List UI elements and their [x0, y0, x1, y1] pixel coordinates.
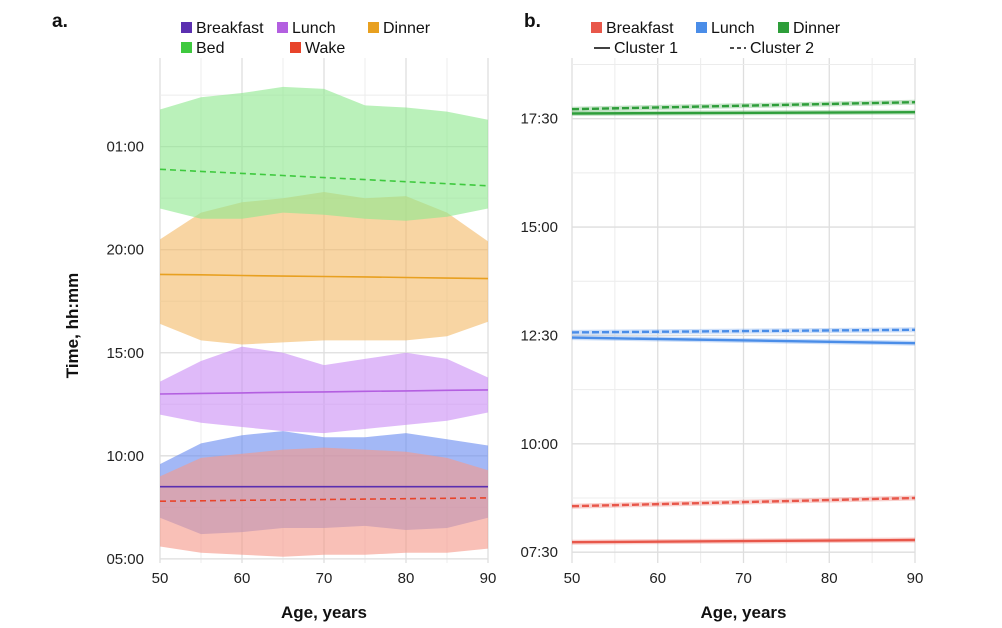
legend-label-cluster-2-b: Cluster 2: [750, 40, 814, 57]
band-dinner-a: [160, 192, 488, 345]
y-tick-label-b: 12:30: [520, 327, 558, 344]
band-lunch-a: [160, 346, 488, 434]
legend-label-breakfast-b: Breakfast: [606, 20, 674, 37]
x-tick-label-b: 70: [735, 570, 752, 587]
panel-label-b: b.: [524, 11, 541, 32]
x-axis-label-b: Age, years: [701, 603, 787, 622]
y-tick-label-b: 10:00: [520, 436, 558, 453]
line-dinner-a: [159, 273, 489, 280]
legend-swatch-dinner-a: [368, 22, 379, 33]
x-tick-label-a: 70: [316, 570, 333, 587]
legend-swatch-bed-a: [181, 42, 192, 53]
band-bed-a: [160, 86, 488, 221]
legend-swatch-wake-a: [290, 42, 301, 53]
panel-label-a: a.: [52, 11, 68, 32]
line-dinner-cluster2-b: [571, 101, 916, 111]
line-lunch-cluster1-b: [571, 336, 916, 345]
line-lunch-cluster2-b: [571, 328, 916, 334]
legend-swatch-breakfast-a: [181, 22, 192, 33]
line-bed-a: [159, 168, 489, 187]
line-wake-a: [159, 497, 489, 502]
legend-swatch-breakfast-b: [591, 22, 602, 33]
legend-label-dinner-a: Dinner: [383, 20, 431, 37]
y-tick-label-b: 07:30: [520, 544, 558, 561]
x-tick-label-b: 80: [821, 570, 838, 587]
legend-label-dinner-b: Dinner: [793, 20, 841, 37]
legend-label-lunch-b: Lunch: [711, 20, 755, 37]
x-tick-label-a: 60: [234, 570, 251, 587]
panel-b: b. 50 60 70 80 90 07:30 10:00 12:30 15:00 17:30 Age…: [520, 11, 923, 622]
x-tick-label-b: 90: [907, 570, 924, 587]
legend-label-wake-a: Wake: [305, 40, 345, 57]
legend-swatch-lunch-a: [277, 22, 288, 33]
x-tick-label-b: 50: [564, 570, 581, 587]
y-tick-label-a: 01:00: [106, 139, 144, 156]
band-wake-a: [160, 447, 488, 557]
line-dinner-cluster1-b: [571, 111, 916, 115]
x-tick-label-a: 80: [398, 570, 415, 587]
y-tick-label-a: 05:00: [106, 551, 144, 568]
line-breakfast-cluster2-b: [571, 496, 916, 508]
legend-label-lunch-a: Lunch: [292, 20, 336, 37]
x-tick-label-a: 50: [152, 570, 169, 587]
y-tick-label-b: 15:00: [520, 219, 558, 236]
legend-swatch-lunch-b: [696, 22, 707, 33]
x-tick-label-a: 90: [480, 570, 497, 587]
panel-a: a. 50 60 70 80 90 05:00 10:00 15:00 20:00 01:00 Age…: [52, 11, 496, 622]
y-tick-label-b: 17:30: [520, 111, 558, 128]
y-axis-label-a: Time, hh:mm: [63, 273, 82, 378]
line-breakfast-cluster1-b: [571, 538, 916, 544]
legend-label-bed-a: Bed: [196, 40, 224, 57]
legend-label-breakfast-a: Breakfast: [196, 20, 264, 37]
x-axis-label-a: Age, years: [281, 603, 367, 622]
legend-swatch-dinner-b: [778, 22, 789, 33]
y-tick-label-a: 20:00: [106, 242, 144, 259]
y-tick-label-a: 15:00: [106, 345, 144, 362]
y-tick-label-a: 10:00: [106, 448, 144, 465]
x-tick-label-b: 60: [649, 570, 666, 587]
line-lunch-a: [159, 389, 489, 395]
legend-label-cluster-1-b: Cluster 1: [614, 40, 678, 57]
